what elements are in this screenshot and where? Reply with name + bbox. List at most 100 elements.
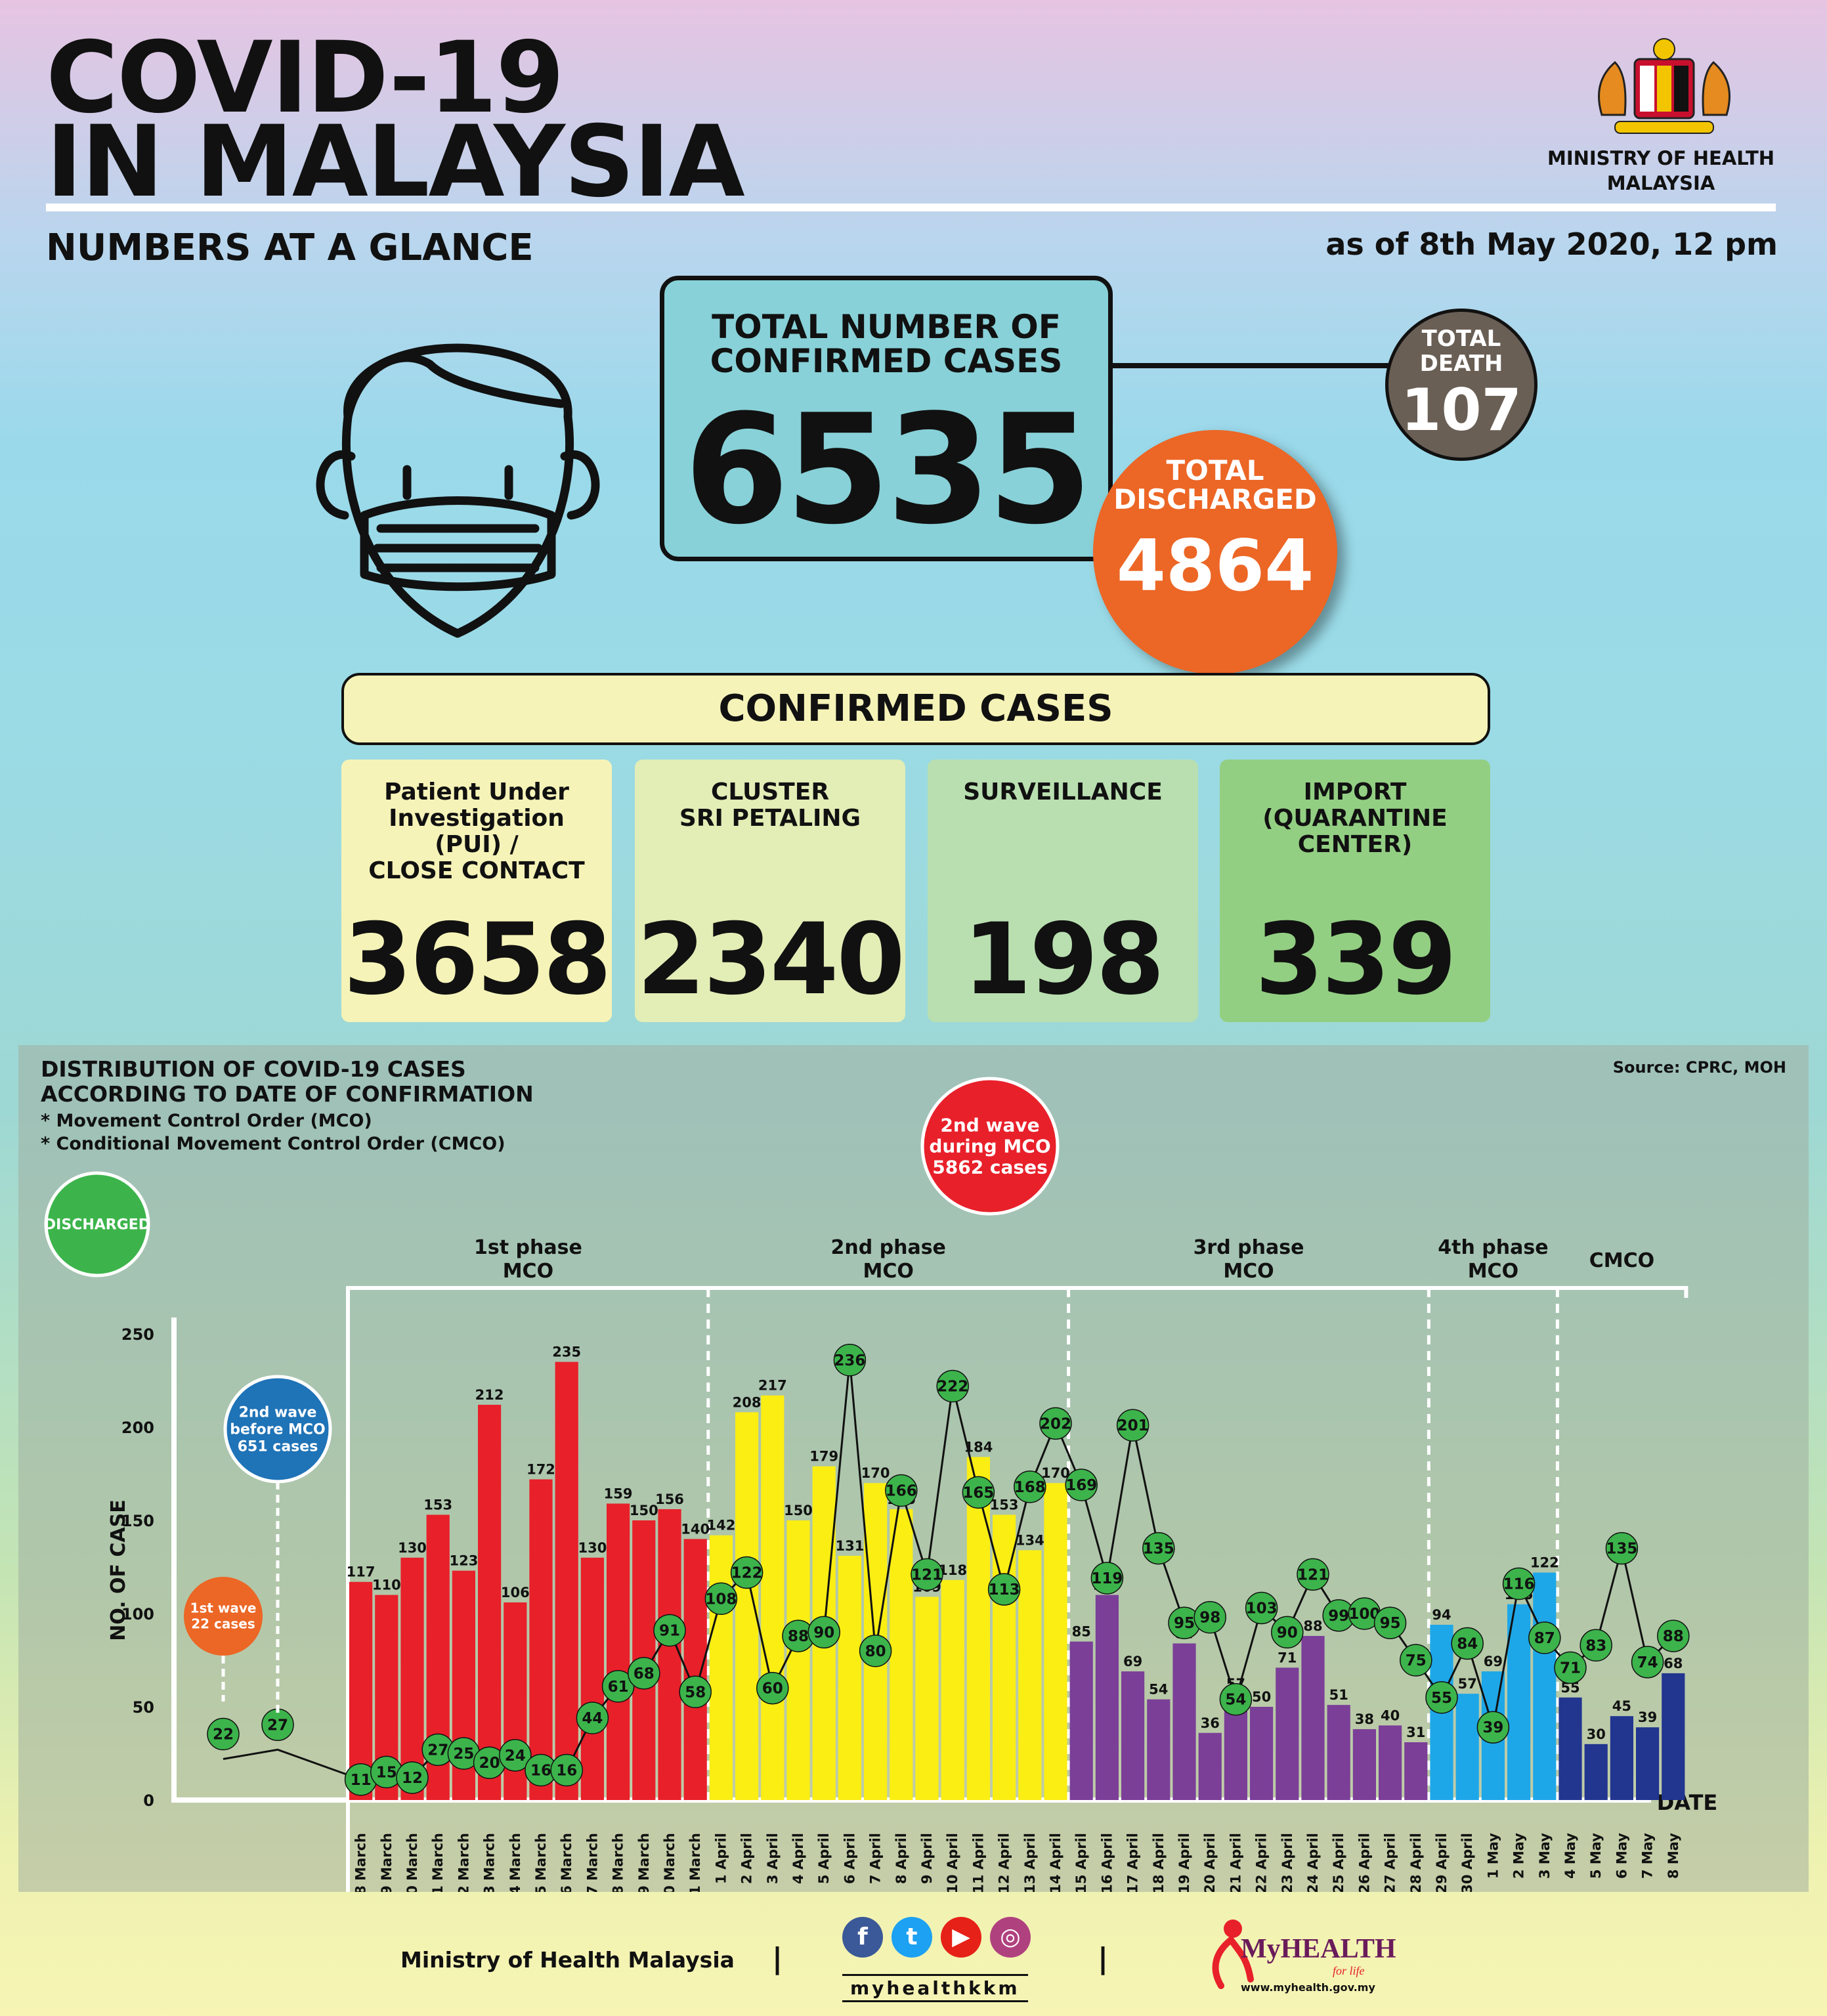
case-bar [709,1535,733,1800]
x-tick-label: 25 March [533,1833,549,1892]
x-tick-label: 30 April [1459,1833,1475,1892]
total-discharged-badge: TOTAL DISCHARGED 4864 [1093,430,1337,674]
wave1-badge-text: 22 cases [191,1616,255,1632]
discharged-value-label: 80 [865,1643,886,1660]
total-confirmed-label-line-2: CONFIRMED CASES [710,342,1063,380]
discharged-marker [499,1739,532,1772]
case-bar [1352,1729,1376,1800]
discharged-marker [1373,1606,1407,1639]
category-card: SURVEILLANCE 198 [928,760,1198,1022]
discharged-marker [1451,1627,1484,1660]
phase-label: MCO [863,1260,914,1283]
discharged-marker [1631,1646,1664,1679]
case-bar [1507,1604,1531,1800]
discharged-value-label: 98 [1199,1610,1220,1627]
discharged-marker [653,1614,686,1647]
case-bar [1301,1636,1325,1800]
discharged-value-label: 169 [1065,1477,1097,1494]
x-tick-label: 10 April [945,1833,960,1892]
discharged-value-label: 71 [1560,1660,1581,1677]
category-card: CLUSTER SRI PETALING 2340 [635,760,905,1022]
case-value-label: 123 [449,1553,478,1569]
x-tick-label: 27 March [584,1833,600,1892]
total-confirmed-label: TOTAL NUMBER OF CONFIRMED CASES [664,310,1108,378]
discharged-marker [807,1616,840,1649]
case-value-label: 39 [1638,1709,1657,1725]
category-label-line: CENTER) [1297,831,1413,858]
discharged-value-label: 91 [659,1623,680,1640]
category-card: Patient Under Investigation (PUI) / CLOSE C… [341,760,612,1022]
case-value-label: 71 [1278,1650,1297,1665]
discharged-marker [1580,1629,1612,1662]
discharged-value-label: 202 [1040,1415,1071,1432]
discharged-marker [962,1476,995,1509]
discharged-marker [730,1556,763,1589]
case-bar [1069,1641,1093,1800]
x-tick-label: 31 March [687,1833,703,1892]
case-bar [838,1555,861,1800]
case-value-label: 212 [475,1387,504,1403]
twitter-icon[interactable]: t [892,1917,932,1958]
discharged-marker [1014,1470,1046,1503]
discharged-marker [576,1702,609,1734]
discharged-marker [1476,1711,1510,1744]
discharged-value-label: 61 [608,1679,629,1696]
case-value-label: 150 [784,1503,813,1518]
case-value-label: 184 [964,1439,993,1455]
case-value-label: 159 [604,1486,633,1501]
x-tick-label: 21 April [1228,1833,1243,1892]
case-value-label: 57 [1458,1676,1477,1692]
x-tick-label: 15 April [1073,1833,1089,1892]
x-tick-label: 24 March [507,1833,523,1892]
case-bar [941,1579,964,1800]
instagram-icon[interactable]: ◎ [990,1917,1031,1958]
wave1-badge-text: 1st wave [190,1600,257,1616]
x-tick-label: 12 April [997,1833,1012,1892]
x-tick-label: 7 May [1640,1833,1656,1879]
discharged-marker [1090,1562,1124,1595]
facebook-icon[interactable]: f [842,1917,883,1958]
myhealth-url[interactable]: www.myhealth.gov.my [1241,1981,1375,1994]
category-label-line: CLUSTER [710,779,830,805]
case-value-label: 122 [1530,1555,1559,1571]
discharged-value-label: 108 [705,1591,737,1608]
x-tick-label: 6 May [1614,1833,1629,1879]
discharged-marker [679,1675,712,1709]
chart-title-line-1: DISTRIBUTION OF COVID-19 CASES [41,1056,466,1082]
case-value-label: 31 [1406,1725,1425,1740]
category-label: Patient Under Investigation (PUI) / CLOSE C… [341,779,612,884]
total-discharged-label-line-1: TOTAL [1166,454,1264,486]
social-handle[interactable]: myhealthkkm [842,1974,1028,2002]
x-tick-label: 5 May [1588,1833,1604,1879]
chart-note-cmco: * Conditional Movement Control Order (CM… [41,1134,505,1154]
discharged-value-label: 88 [788,1628,809,1645]
discharged-marker [1502,1567,1536,1600]
case-bar [915,1597,939,1800]
phase-label: 3rd phase [1193,1236,1304,1259]
title-line-1: COVID-19 [46,21,565,135]
case-value-label: 208 [733,1394,762,1410]
case-value-label: 134 [1016,1532,1044,1548]
discharged-value-label: 44 [582,1710,603,1727]
case-value-label: 172 [527,1462,555,1478]
discharged-marker [1425,1681,1458,1714]
case-bar [1018,1550,1042,1800]
youtube-icon[interactable]: ▶ [941,1917,981,1958]
discharged-value-label: 121 [911,1566,943,1583]
discharged-marker [885,1474,918,1507]
category-label: SURVEILLANCE [928,779,1198,805]
wave2-before-badge-text: 651 cases [238,1438,318,1455]
x-tick-label: 18 April [1151,1833,1167,1892]
ministry-name: MINISTRY OF HEALTH MALAYSIA [1530,146,1792,196]
header-divider [46,204,1776,211]
x-tick-label: 29 April [1434,1833,1450,1892]
y-axis-label: NO. OF CASE [107,1499,130,1641]
x-tick-label: 4 May [1562,1833,1578,1879]
total-discharged-label-line-2: DISCHARGED [1113,483,1317,515]
discharged-marker [936,1369,969,1403]
discharged-marker [1065,1469,1098,1501]
discharged-value-label: 83 [1585,1637,1606,1654]
x-tick-label: 14 April [1048,1833,1064,1892]
discharged-marker [1297,1558,1329,1591]
myhealth-logo: MyHEALTH for life www.myhealth.gov.my [1201,1910,1411,1996]
